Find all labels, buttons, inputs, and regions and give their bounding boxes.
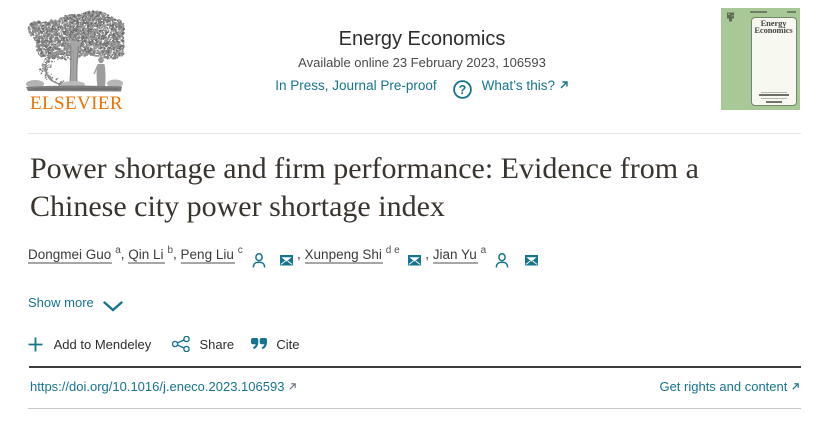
- svg-text:?: ?: [459, 83, 467, 97]
